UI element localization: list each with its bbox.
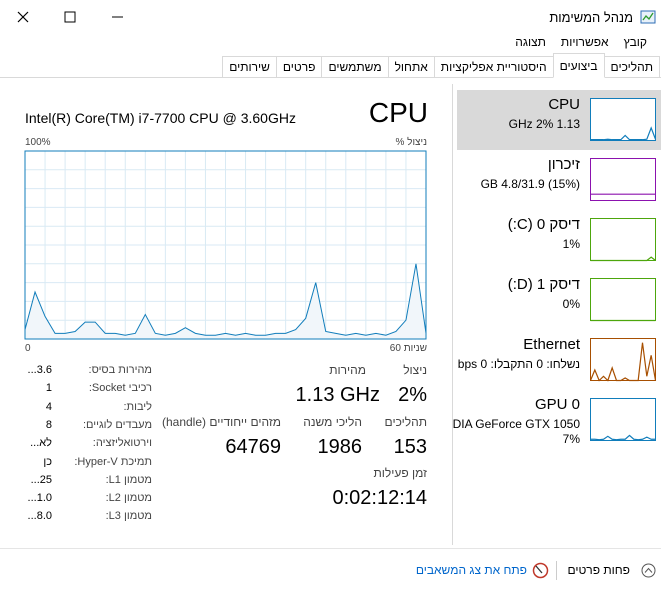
sidebar-item-name[interactable]: דיסק 1 (D:) [507,276,580,293]
mini-graph-frame [590,218,656,261]
spec-value: כן [43,455,52,468]
stat-label: מהירות [329,363,366,377]
mini-graph-line [590,126,657,141]
sidebar-item-name[interactable]: GPU 0 [534,396,580,413]
stat-value: 1.13 GHz [295,384,380,406]
tab[interactable]: אתחול [387,56,435,78]
menu-item[interactable]: אפשרויות [560,35,609,49]
maximize-button[interactable] [64,11,76,23]
spec-value: 8.0... [27,510,52,523]
graph-y-label: % ניצול [395,137,427,148]
cpu-graph [24,150,427,340]
panel-heading: CPU [368,97,428,128]
spec-label: מהירות בסיס: [88,364,152,376]
fewer-details-link[interactable]: פחות פרטים [567,563,630,577]
stat-label: מזהים ייחודיים (handle) [161,415,281,429]
spec-value: 25... [30,473,52,486]
graph-right-label: 60 שניות [389,343,427,354]
stat-label: זמן פעילות [373,466,427,480]
stat-value: 1986 [317,436,363,458]
chevron-circle [641,563,656,578]
sidebar-mini-graph[interactable] [590,158,658,202]
mini-graph-frame [590,338,656,381]
sidebar-item-detail: NVIDIA GeForce GTX 1050 [453,417,580,431]
mini-graph-frame [590,278,656,321]
mini-graph-frame [590,158,656,201]
sidebar-item-detail: 1.13 GHz 2% [508,117,580,131]
stat-label: הליכי משנה [303,415,362,429]
spec-value: 3.6... [27,364,52,376]
mini-graph-frame [590,398,656,441]
spec-label: מטמון L3: [105,510,152,523]
tab[interactable]: היסטוריית אפליקציות [433,56,554,78]
app-icon [640,10,656,24]
spec-label: רכיבי Socket: [88,382,152,395]
sidebar-item-detail: (15%) 4.8/31.9 GB [480,177,580,191]
app-icon-frame [640,10,656,24]
graph-left-label: 0 [25,343,31,354]
stat-value: 0:02:12:14 [332,487,427,509]
graph-top-label: 100% [25,137,51,148]
stat-label: ניצול [403,363,427,377]
cpu-usage-line [24,263,427,336]
spec-label: מטמון L2: [105,492,152,505]
sidebar-item-detail: 0% [562,297,580,311]
sidebar-mini-graph[interactable] [590,218,658,262]
spec-value: לא... [30,437,52,450]
spec-label: ליבות: [123,400,152,413]
spec-value: 1 [45,382,52,395]
menu-item[interactable]: תצוגה [515,35,546,49]
stat-label: תהליכים [384,415,427,429]
menu-bar: קובץ אפשרויות תצוגה [515,35,647,49]
tab[interactable]: פרטים [275,56,323,78]
spec-label: מטמון L1: [105,473,152,486]
stat-value: 2% [398,384,427,406]
chevron [644,567,653,573]
tab[interactable]: ביצועים [552,53,605,78]
sidebar-mini-graph[interactable] [590,278,658,322]
fewer-details-icon[interactable] [641,563,656,578]
spec-label: מעבדים לוגיים: [82,418,152,431]
sidebar-item-detail: נשלחו: 0 התקבלו: 0 bps [457,357,580,371]
window-title: מנהל המשימות [549,10,633,25]
monitor-icon-needle [535,565,543,574]
sidebar-item-name[interactable]: זיכרון [547,156,580,173]
sidebar-mini-graph[interactable] [590,338,658,382]
sidebar-item-name[interactable]: Ethernet [523,336,580,353]
resource-monitor-link[interactable]: פתח את צג המשאבים [415,563,527,577]
menu-item[interactable]: קובץ [623,35,647,49]
mini-graph-line [590,434,656,441]
mini-graph-frame [590,98,656,141]
tab-bar: תהליכים ביצועים היסטוריית אפליקציות אתחול מש… [222,53,660,78]
stat-value: 64769 [225,436,281,458]
resource-monitor-icon[interactable] [532,562,549,579]
sidebar-item-name[interactable]: דיסק 0 (C:) [507,216,580,233]
graph-border [24,150,427,340]
spec-label: תמיכת Hyper-V: [74,455,152,468]
close-icon [17,11,29,23]
sidebar-item-detail: 7% [562,432,580,446]
spec-value: 1.0... [27,492,52,505]
spec-value: 8 [45,418,52,431]
app-icon-line [642,12,654,21]
mini-graph-line [590,256,656,262]
tab[interactable]: תהליכים [603,56,660,78]
tab[interactable]: משתמשים [321,56,389,78]
sidebar-item-detail: 1% [562,237,580,251]
tab[interactable]: שירותים [222,56,277,78]
spec-label: וירטואליזציה: [92,437,152,450]
sidebar-item-name[interactable]: CPU [548,96,580,113]
spec-value: 4 [45,400,52,413]
sidebar-mini-graph[interactable] [590,98,658,142]
processor-name: Intel(R) Core(TM) i7-7700 CPU @ 3.60GHz [25,110,296,126]
stat-value: 153 [393,436,427,458]
sidebar-mini-graph[interactable] [590,398,658,442]
mini-graph-line [590,342,657,382]
close-button[interactable] [17,11,29,23]
